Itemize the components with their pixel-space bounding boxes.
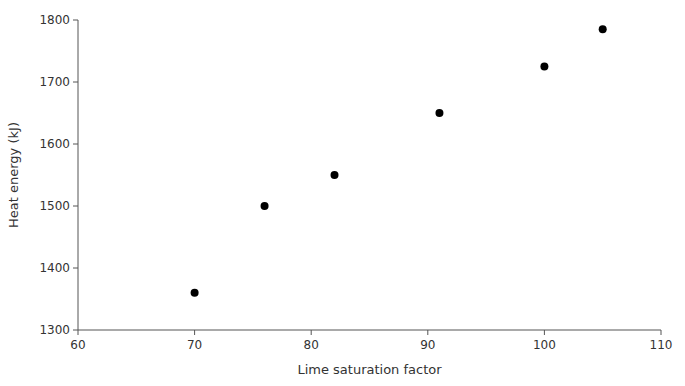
y-tick-label: 1400 [39, 261, 70, 275]
y-tick-label: 1800 [39, 13, 70, 27]
x-tick-label: 60 [70, 338, 85, 352]
point [540, 63, 548, 71]
x-tick-label: 70 [187, 338, 202, 352]
x-tick [427, 330, 428, 335]
x-tick-label: 80 [304, 338, 319, 352]
x-axis-label: Lime saturation factor [297, 362, 442, 377]
y-tick-label: 1300 [39, 323, 70, 337]
y-tick-label: 1700 [39, 75, 70, 89]
chart-container: 60 70 80 90 100 110 1300 1400 1500 1600 1700 1800 Li… [0, 0, 685, 386]
x-tick-label: 110 [650, 338, 673, 352]
x-tick [661, 330, 662, 335]
y-tick [73, 330, 78, 331]
point [261, 202, 269, 210]
y-tick-label: 1600 [39, 137, 70, 151]
x-tick [194, 330, 195, 335]
y-tick-label: 1500 [39, 199, 70, 213]
y-tick [73, 144, 78, 145]
points [191, 25, 607, 297]
page: {"chart_data": {"type": "scatter", "x": … [0, 0, 685, 386]
x-axis-line [78, 330, 661, 331]
x-tick-label: 100 [533, 338, 556, 352]
y-tick [73, 206, 78, 207]
chart: 60 70 80 90 100 110 1300 1400 1500 1600 1700 1800 Li… [0, 0, 685, 386]
y-axis-line [78, 20, 79, 330]
point [331, 171, 339, 179]
point [191, 289, 199, 297]
x-tick-label: 90 [420, 338, 435, 352]
point [599, 25, 607, 33]
x-tick [311, 330, 312, 335]
y-tick [73, 20, 78, 21]
axes: 60 70 80 90 100 110 1300 1400 1500 1600 1700 1800 [39, 13, 672, 352]
y-tick [73, 82, 78, 83]
x-tick [544, 330, 545, 335]
y-axis-label: Heat energy (kJ) [6, 122, 21, 228]
x-tick [78, 330, 79, 335]
y-tick [73, 268, 78, 269]
point [435, 109, 443, 117]
